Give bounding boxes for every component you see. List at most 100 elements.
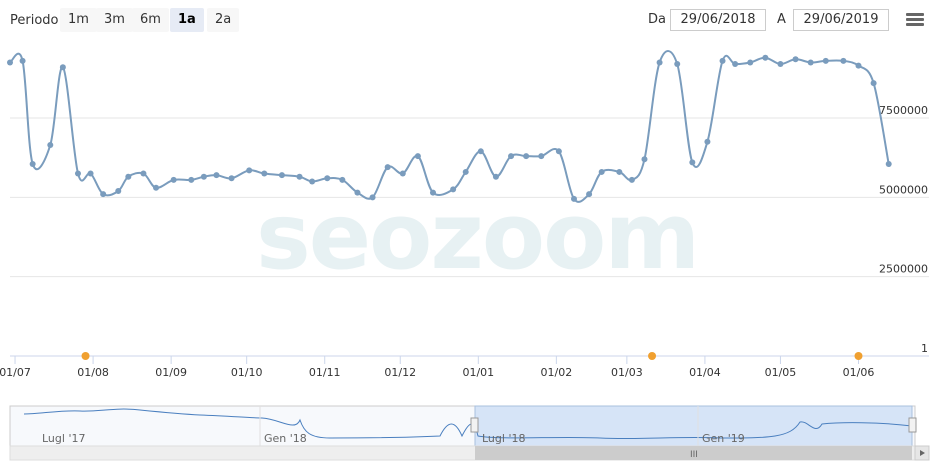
x-tick-label: 01/06 [843, 366, 875, 379]
range-button-6m[interactable]: 6m [132, 8, 169, 32]
data-point[interactable] [777, 61, 784, 68]
data-point[interactable] [29, 161, 36, 168]
data-point[interactable] [125, 173, 132, 180]
range-button-2a[interactable]: 2a [207, 8, 240, 32]
data-point[interactable] [261, 170, 268, 177]
data-point[interactable] [586, 191, 593, 198]
data-point[interactable] [170, 176, 177, 183]
data-point[interactable] [354, 189, 361, 196]
event-marker[interactable] [854, 352, 863, 360]
data-point[interactable] [792, 56, 799, 63]
data-point[interactable] [100, 191, 107, 198]
navigator-scrollbar[interactable]: III [9, 445, 930, 461]
navigator[interactable]: Lugl '17 Gen '18 Lugl '18 Gen '19 [9, 405, 917, 447]
x-axis: 01/07 01/08 01/09 01/10 01/11 01/12 01/01 01/02… [0, 356, 874, 379]
y-tick-label: 7500000 [879, 104, 928, 117]
event-marker[interactable] [81, 352, 90, 360]
x-tick-label: 01/05 [765, 366, 797, 379]
y-tick-label: 1 [921, 342, 928, 355]
data-point[interactable] [656, 59, 663, 66]
data-point[interactable] [492, 173, 499, 180]
hamburger-menu-icon[interactable] [906, 13, 924, 27]
data-point[interactable] [719, 57, 726, 64]
navigator-label-gen-18: Gen '18 [264, 432, 307, 445]
data-point[interactable] [414, 153, 421, 160]
data-point[interactable] [855, 62, 862, 69]
data-point[interactable] [324, 175, 331, 182]
y-tick-label: 2500000 [879, 263, 928, 276]
navigator-left-handle[interactable] [470, 417, 479, 433]
navigator-right-handle[interactable] [908, 417, 917, 433]
x-tick-label: 01/01 [462, 366, 494, 379]
data-point[interactable] [822, 57, 829, 64]
data-point[interactable] [885, 161, 892, 168]
from-date-input[interactable]: 29/06/2018 [670, 9, 766, 31]
data-point[interactable] [246, 167, 253, 174]
x-tick-label: 01/08 [77, 366, 109, 379]
x-tick-label: 01/07 [0, 366, 31, 379]
data-point[interactable] [7, 59, 13, 66]
data-point[interactable] [689, 159, 696, 166]
data-point[interactable] [19, 57, 26, 64]
range-button-1a[interactable]: 1a [170, 8, 204, 32]
data-point[interactable] [153, 184, 160, 191]
data-point[interactable] [339, 176, 346, 183]
data-point[interactable] [477, 148, 484, 155]
data-point[interactable] [840, 57, 847, 64]
data-point[interactable] [429, 189, 436, 196]
data-points [7, 54, 892, 202]
data-point[interactable] [598, 168, 605, 175]
data-point[interactable] [762, 54, 769, 61]
data-point[interactable] [278, 172, 285, 179]
y-axis: 1 2500000 5000000 7500000 [879, 104, 928, 355]
data-point[interactable] [188, 176, 195, 183]
range-button-3m[interactable]: 3m [96, 8, 133, 32]
data-point[interactable] [538, 153, 545, 160]
data-point[interactable] [309, 178, 316, 185]
scrollbar-right-arrow-icon [920, 450, 925, 456]
data-point[interactable] [523, 153, 530, 160]
data-point[interactable] [296, 173, 303, 180]
x-tick-label: 01/02 [541, 366, 573, 379]
data-point[interactable] [200, 173, 207, 180]
data-point[interactable] [369, 194, 376, 201]
data-point[interactable] [450, 186, 457, 193]
data-point[interactable] [704, 138, 711, 145]
data-point[interactable] [732, 61, 739, 68]
to-label: A [777, 12, 786, 27]
data-point[interactable] [47, 141, 54, 148]
data-point[interactable] [228, 175, 235, 182]
event-markers [81, 352, 863, 360]
to-date-input[interactable]: 29/06/2019 [793, 9, 889, 31]
data-point[interactable] [74, 170, 81, 177]
data-point[interactable] [462, 168, 469, 175]
data-point[interactable] [384, 164, 391, 171]
navigator-selection[interactable] [474, 405, 913, 447]
navigator-label-gen-19: Gen '19 [702, 432, 745, 445]
data-point[interactable] [399, 170, 406, 177]
data-point[interactable] [213, 172, 220, 179]
range-button-1m[interactable]: 1m [60, 8, 97, 32]
data-point[interactable] [87, 170, 94, 177]
data-point[interactable] [807, 59, 814, 66]
data-point[interactable] [140, 170, 147, 177]
data-point[interactable] [628, 176, 635, 183]
data-point[interactable] [616, 168, 623, 175]
data-point[interactable] [555, 148, 562, 155]
series-line [9, 50, 890, 203]
scrollbar-thumb[interactable] [475, 446, 912, 460]
navigator-label-lugl-17: Lugl '17 [42, 432, 85, 445]
data-point[interactable] [570, 195, 577, 202]
data-point[interactable] [747, 59, 754, 66]
data-point[interactable] [59, 64, 66, 71]
x-tick-label: 01/09 [155, 366, 187, 379]
data-point[interactable] [641, 156, 648, 163]
data-point[interactable] [115, 187, 122, 194]
data-point[interactable] [508, 153, 515, 160]
data-point[interactable] [674, 61, 681, 68]
y-tick-label: 5000000 [879, 183, 928, 196]
from-label: Da [648, 12, 666, 27]
event-marker[interactable] [648, 352, 657, 360]
data-point[interactable] [870, 80, 877, 87]
x-tick-label: 01/10 [231, 366, 263, 379]
